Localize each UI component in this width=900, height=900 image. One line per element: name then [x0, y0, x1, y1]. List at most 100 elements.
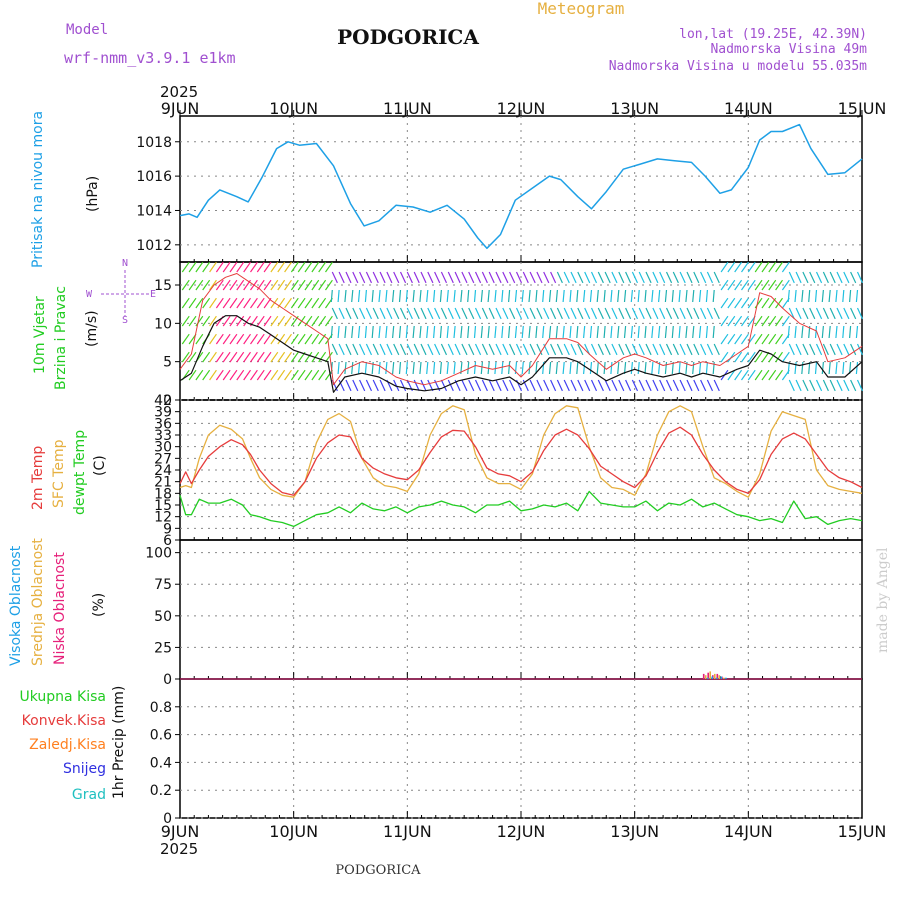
wind-arrow: [679, 343, 686, 356]
wind-arrow: [761, 315, 770, 327]
wind-arrow: [236, 279, 245, 291]
wind-arrow: [521, 361, 524, 375]
y-tick-label: 0.4: [150, 755, 172, 771]
wind-arrow: [352, 271, 359, 284]
wind-arrow: [502, 343, 509, 356]
wind-arrow: [420, 307, 427, 320]
wind-arrow: [372, 343, 379, 356]
wind-arrow: [446, 361, 449, 375]
wind-arrow: [460, 325, 463, 339]
wind-arrow: [330, 325, 333, 339]
wind-arrow: [297, 369, 306, 381]
wind-arrow: [693, 343, 700, 356]
wind-arrow: [569, 289, 572, 303]
wind-arrow: [311, 297, 320, 309]
wind-arrow: [727, 261, 736, 273]
wind-arrow: [671, 289, 674, 303]
wind-arrow: [209, 369, 217, 381]
wind-arrow: [502, 379, 509, 392]
wind-arrow: [645, 271, 652, 284]
wind-arrow: [829, 343, 836, 356]
wind-arrow: [359, 379, 366, 392]
wind-arrow: [727, 315, 736, 327]
wind-arrow: [814, 325, 818, 339]
wind-arrow: [399, 307, 407, 320]
wind-arrow: [364, 289, 367, 303]
wind-arrow: [181, 261, 190, 273]
wind-arrow: [352, 343, 359, 356]
wind-arrow: [419, 289, 422, 303]
wind-arrow: [501, 325, 504, 339]
wind-arrow: [652, 271, 659, 284]
wind-arrow: [618, 307, 625, 320]
wind-arrow: [700, 307, 707, 320]
wind-arrow: [589, 361, 593, 375]
y-tick-label: 1014: [136, 203, 172, 219]
wind-arrow: [645, 307, 652, 320]
wind-arrow: [543, 379, 550, 392]
wind-arrow: [406, 271, 413, 284]
wind-arrow: [741, 279, 749, 291]
x-tick-label-bottom: 11JUN: [383, 822, 432, 841]
wind-arrow: [236, 297, 245, 309]
wind-arrow: [589, 289, 593, 303]
wind-arrow: [596, 361, 599, 375]
wind-arrow: [548, 361, 552, 375]
wind-arrow: [855, 361, 859, 375]
wind-arrow: [270, 315, 279, 327]
wind-arrow: [209, 261, 217, 273]
y-tick-label: 18: [154, 486, 172, 502]
wind-arrow: [372, 271, 379, 284]
wind-arrow: [590, 343, 598, 356]
wind-arrow: [828, 361, 831, 375]
wind-arrow: [290, 297, 299, 309]
wind-arrow: [850, 271, 857, 284]
wind-arrow: [439, 361, 442, 375]
wind-arrow: [850, 343, 857, 356]
wind-arrow: [386, 343, 393, 356]
wind-arrow: [596, 289, 599, 303]
wind-arrow: [822, 307, 829, 320]
wind-arrow: [741, 261, 749, 273]
sfc-temp-line: [179, 405, 863, 498]
wind-arrow: [727, 279, 736, 291]
wind-arrow: [698, 289, 702, 303]
cloud-panel-label-1: Visoka Oblacnost: [8, 545, 24, 666]
wind-arrow: [583, 289, 586, 303]
wind-arrow: [229, 315, 238, 327]
wind-arrow: [188, 261, 197, 273]
wind-arrow: [610, 325, 613, 339]
wind-arrow: [842, 361, 845, 375]
wind-arrow: [202, 315, 211, 327]
wind-arrow: [536, 307, 543, 320]
wind-arrow: [747, 261, 756, 273]
wind-arrow: [672, 343, 679, 356]
wind-arrow: [665, 343, 673, 356]
wind-arrow: [713, 343, 720, 356]
wind-arrow: [584, 307, 591, 320]
wind-arrow: [467, 325, 470, 339]
wind-arrow: [788, 343, 795, 356]
wind-arrow: [536, 271, 543, 284]
wind-arrow: [611, 379, 618, 392]
wind-arrow: [569, 325, 572, 339]
cloud-unit-label: (%): [91, 593, 107, 617]
wind-arrow: [487, 289, 490, 303]
wind-arrow: [359, 343, 366, 356]
wind-arrow: [488, 271, 495, 284]
wind-arrow: [440, 379, 448, 392]
wind-arrow: [461, 379, 468, 392]
wind-arrow: [693, 379, 700, 392]
wind-arrow: [427, 343, 434, 356]
wind-arrow: [781, 279, 790, 291]
wind-arrow: [209, 297, 217, 309]
wind-arrow: [263, 351, 272, 363]
wind-arrow: [297, 297, 306, 309]
wind-arrow: [596, 325, 599, 339]
wind-arrow: [522, 379, 529, 392]
wind-arrow: [821, 289, 824, 303]
wind-arrow: [713, 379, 720, 392]
wind-arrow: [829, 271, 836, 284]
wind-arrow: [509, 307, 516, 320]
wind-arrow: [256, 261, 265, 273]
